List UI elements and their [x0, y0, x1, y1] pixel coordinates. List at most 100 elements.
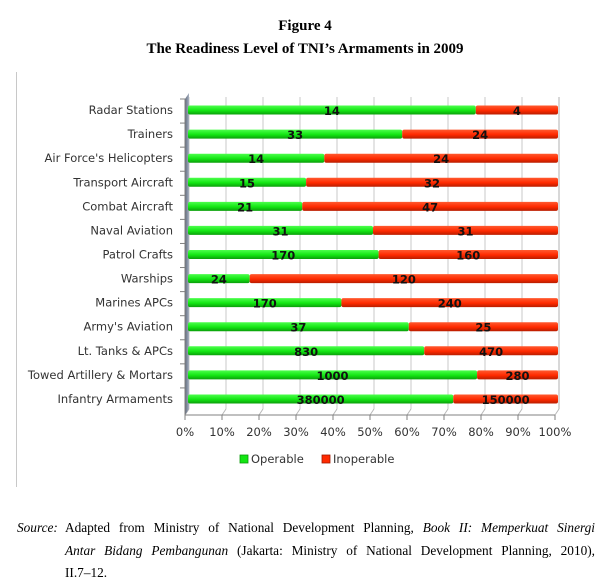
bar-operable — [188, 201, 303, 211]
x-tick-label: 20% — [246, 425, 272, 439]
x-tick-label: 10% — [209, 425, 235, 439]
bar-inoperable — [373, 225, 558, 235]
floor-line — [480, 408, 486, 416]
category-label: Combat Aircraft — [82, 199, 173, 213]
source-book-title-2: Antar Bidang Pembangunan — [65, 543, 229, 558]
floor-line — [443, 408, 449, 416]
bar-inoperable — [324, 153, 558, 163]
bar-operable — [188, 250, 379, 259]
category-label: Transport Aircraft — [72, 175, 173, 189]
bar-operable — [188, 129, 403, 139]
category-label: Patrol Crafts — [103, 248, 174, 262]
legend-swatch-operable — [239, 454, 249, 464]
bar-operable — [188, 394, 454, 404]
source-text-2: (Jakarta: Ministry of National Developme… — [237, 543, 595, 558]
source-text-3: II.7–12. — [65, 565, 108, 580]
legend-label-inoperable: Inoperable — [333, 452, 394, 466]
x-tick-label: 0% — [176, 425, 194, 439]
data-label-inoperable: 25 — [475, 321, 491, 335]
bar-inoperable — [408, 322, 558, 332]
legend-label-operable: Operable — [251, 452, 304, 466]
floor-line — [295, 408, 301, 416]
data-label-inoperable: 24 — [433, 152, 449, 166]
floor-line — [406, 408, 412, 416]
floor-line — [369, 408, 375, 416]
figure-number: Figure 4 — [278, 18, 332, 34]
bar-inoperable — [402, 129, 558, 139]
category-label: Naval Aviation — [90, 223, 173, 237]
bar-operable — [188, 274, 250, 284]
x-tick-label: 90% — [505, 425, 531, 439]
bar-inoperable — [302, 201, 558, 211]
bar-operable — [188, 322, 409, 332]
x-tick-label: 70% — [431, 425, 457, 439]
x-tick-label: 40% — [320, 425, 346, 439]
data-label-operable: 1000 — [317, 369, 349, 383]
floor-line — [258, 408, 264, 416]
data-label-operable: 21 — [237, 200, 253, 214]
bar-inoperable — [378, 250, 558, 259]
bar-inoperable — [453, 394, 558, 404]
bar-operable — [188, 298, 342, 308]
data-label-inoperable: 4 — [513, 104, 521, 118]
left-wall-face — [185, 93, 189, 415]
x-tick-label: 60% — [394, 425, 420, 439]
data-label-operable: 170 — [253, 297, 277, 311]
bar-operable — [188, 225, 373, 235]
data-label-inoperable: 160 — [456, 249, 480, 263]
data-label-inoperable: 280 — [506, 369, 530, 383]
bar-operable — [188, 346, 425, 356]
x-axis: 0% 10% 20% 30% 40% 50% 60% 70% 80% 90% 100% — [176, 98, 572, 439]
bar-operable — [188, 177, 307, 187]
stacked-bar-chart: 0% 10% 20% 30% 40% 50% 60% 70% 80% 90% 100% Radar … — [16, 72, 572, 487]
source-line-3: II.7–12. — [65, 565, 107, 581]
source-label: Source: — [17, 520, 58, 535]
figure-caption: The Readiness Level of TNI’s Armaments i… — [146, 41, 464, 57]
category-label: Lt. Tanks & APCs — [78, 344, 173, 358]
category-label: Army's Aviation — [84, 320, 173, 334]
source-line-2: Antar Bidang Pembangunan (Jakarta: Minis… — [65, 543, 595, 559]
data-label-operable: 830 — [294, 345, 318, 359]
data-label-operable: 170 — [271, 249, 295, 263]
bar-inoperable — [477, 370, 558, 380]
x-tick-label: 30% — [283, 425, 309, 439]
data-label-inoperable: 32 — [424, 176, 440, 190]
x-tick-label: 100% — [539, 425, 572, 439]
category-label: Warships — [121, 272, 173, 286]
floor-line — [332, 408, 338, 416]
floor-line — [554, 408, 560, 416]
data-label-operable: 31 — [272, 224, 288, 238]
data-label-inoperable: 47 — [422, 200, 438, 214]
left-wall — [184, 93, 189, 415]
source-line-1: Adapted from Ministry of National Develo… — [65, 520, 595, 536]
category-label: Infantry Armaments — [58, 392, 173, 406]
category-label: Towed Artillery & Mortars — [27, 368, 173, 382]
data-label-inoperable: 120 — [392, 273, 416, 287]
x-tick-label: 80% — [468, 425, 494, 439]
legend-swatch-inoperable — [321, 454, 331, 464]
bars — [188, 105, 558, 404]
x-tick-label: 50% — [357, 425, 383, 439]
bar-operable — [188, 370, 478, 380]
data-label-inoperable: 470 — [479, 345, 503, 359]
bar-operable — [188, 105, 476, 115]
data-label-operable: 33 — [287, 128, 303, 142]
legend: Operable Inoperable — [239, 452, 394, 466]
category-label: Marines APCs — [95, 296, 173, 310]
floor-line — [517, 408, 523, 416]
category-label: Trainers — [127, 127, 173, 141]
data-label-inoperable: 31 — [457, 224, 473, 238]
data-label-operable: 15 — [239, 176, 255, 190]
data-label-operable: 14 — [248, 152, 264, 166]
data-label-operable: 380000 — [297, 393, 345, 407]
bar-inoperable — [475, 105, 558, 115]
data-label-inoperable: 240 — [438, 297, 462, 311]
data-label-operable: 37 — [290, 321, 306, 335]
bar-inoperable — [306, 177, 558, 187]
source-note: Source: — [17, 520, 597, 536]
data-label-operable: 14 — [324, 104, 340, 118]
source-text-1: Adapted from Ministry of National Develo… — [65, 520, 414, 535]
y-axis-category-labels: Radar Stations Trainers Air Force's Helico… — [27, 103, 174, 406]
category-label: Air Force's Helicopters — [45, 151, 173, 165]
bar-inoperable — [424, 346, 558, 356]
